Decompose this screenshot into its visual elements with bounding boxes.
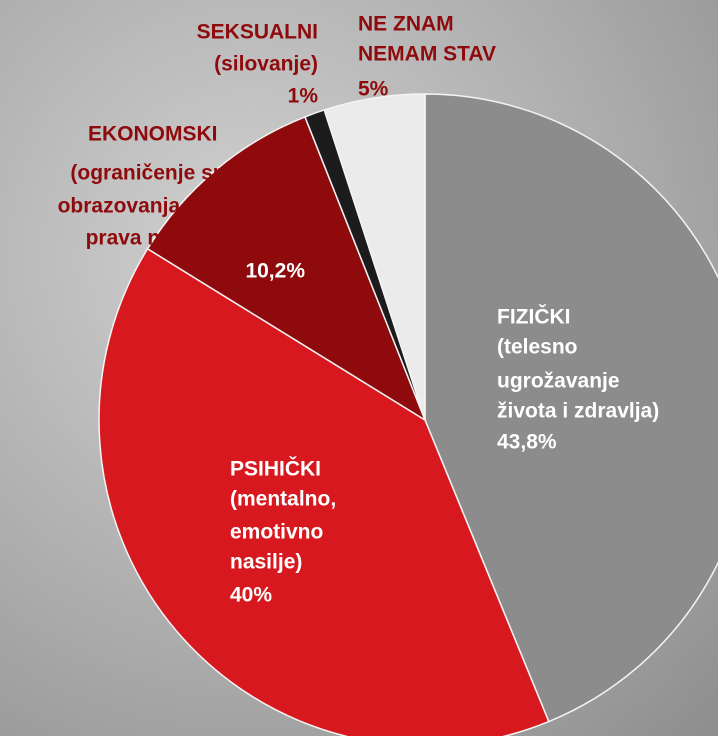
slice-description: emotivno: [230, 521, 323, 544]
labels: FIZIČKI (telesno ugrožavanje života i zdrav…: [58, 13, 660, 607]
slice-name: NE ZNAM: [358, 13, 454, 36]
slice-description: NEMAM STAV: [358, 43, 496, 66]
pie-slice: [323, 93, 426, 421]
value-label: 40%: [230, 584, 272, 607]
slice-description: ugrožavanje: [497, 370, 620, 393]
value-label: 5%: [358, 78, 389, 101]
pie: [98, 93, 718, 736]
pie-slice: [146, 115, 427, 422]
slice-name: EKONOMSKI: [88, 123, 218, 146]
slice-description: života i zdravlja): [497, 400, 659, 423]
value-label: 1%: [288, 85, 319, 108]
slice-name: SEKSUALNI: [197, 21, 318, 44]
slice-description: nasilje): [230, 551, 302, 574]
slice-description: obrazovanja, zaposlenja,: [58, 195, 305, 218]
slice-description: (silovanje): [214, 53, 318, 76]
slice-description: prava na vlasništvo...): [86, 227, 305, 250]
slice-description: (mentalno,: [230, 488, 336, 511]
slice-description: (ograničenje sredstava,: [70, 162, 305, 185]
value-label: 10,2%: [245, 260, 305, 283]
value-label: 43,8%: [497, 431, 557, 454]
pie-slice: [424, 93, 718, 723]
slice-name: PSIHIČKI: [230, 457, 321, 481]
slice-name: FIZIČKI: [497, 305, 571, 329]
pie-slice: [98, 247, 550, 736]
slice-description: (telesno: [497, 336, 578, 359]
